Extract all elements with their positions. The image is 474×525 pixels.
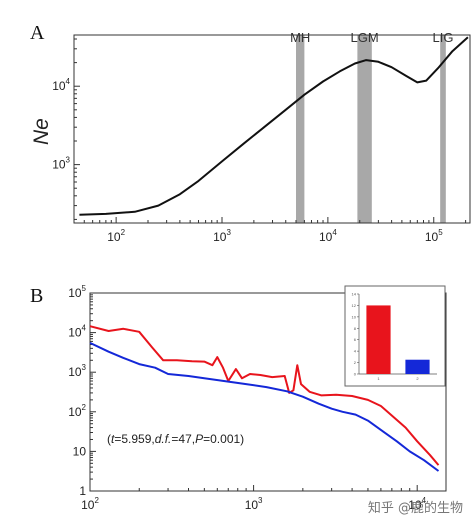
inset-y-tick-label: 8 — [354, 326, 357, 331]
x-tick-label-b: 104 — [408, 496, 426, 512]
watermark: 知乎 @鹿的生物 — [368, 500, 463, 516]
stat-annotation: (t=5.959,d.f.=47,P=0.001) — [107, 432, 244, 446]
axes-a: 102 103 104 105 103 104 — [52, 38, 467, 244]
ne-curve — [79, 36, 469, 216]
band-lgm — [357, 35, 372, 223]
y-tick-label-b: 103 — [68, 363, 86, 379]
plot-frame-a — [73, 34, 471, 224]
inset-y-tick-label: 12 — [352, 303, 357, 308]
series-layer-a — [79, 36, 469, 216]
inset-category-label: 1 — [377, 376, 380, 381]
y-tick-label-b: 10 — [73, 444, 87, 458]
panel-label-b: B — [30, 285, 43, 307]
panel-label-a: A — [30, 22, 45, 44]
y-tick-label-a: 103 — [52, 156, 70, 172]
y-tick-label-a: 104 — [52, 77, 70, 93]
y-tick-label-b: 105 — [68, 284, 86, 300]
x-tick-label-a: 105 — [425, 228, 443, 244]
x-tick-label-b: 103 — [245, 496, 263, 512]
band-layer: MH LGM LIG — [290, 30, 453, 223]
y-tick-label-b: 1 — [79, 484, 86, 498]
x-tick-label-a: 103 — [213, 228, 231, 244]
inset-y-tick-label: 4 — [354, 349, 357, 354]
x-tick-label-a: 104 — [319, 228, 337, 244]
inset-bar-1 — [366, 305, 391, 374]
inset-y-tick-label: 14 — [352, 292, 357, 297]
band-mh — [296, 35, 305, 223]
panel-a: A MH LGM LIG Ne 102 103 104 105 103 104 — [30, 22, 471, 244]
blue-series-line — [89, 341, 440, 472]
x-tick-label-b: 102 — [81, 496, 99, 512]
y-tick-label-b: 104 — [68, 324, 86, 340]
x-tick-label-a: 102 — [107, 228, 125, 244]
band-label-mh: MH — [290, 30, 310, 45]
inset-bar-2 — [405, 359, 430, 374]
y-tick-label-b: 102 — [68, 403, 86, 419]
band-label-lig: LIG — [433, 30, 454, 45]
band-lig — [440, 35, 446, 223]
plot-frame-b — [89, 292, 447, 492]
y-axis-label-a: Ne — [30, 118, 53, 145]
band-label-lgm: LGM — [351, 30, 379, 45]
series-layer-b — [89, 325, 440, 472]
inset-category-label: 2 — [416, 376, 419, 381]
inset-y-tick-label: 6 — [354, 337, 357, 342]
inset-y-tick-label: 0 — [354, 372, 357, 377]
inset-y-tick-label: 2 — [354, 360, 357, 365]
inset-frame — [344, 285, 446, 387]
red-series-line — [89, 325, 440, 466]
inset-y-tick-label: 10 — [352, 314, 357, 319]
